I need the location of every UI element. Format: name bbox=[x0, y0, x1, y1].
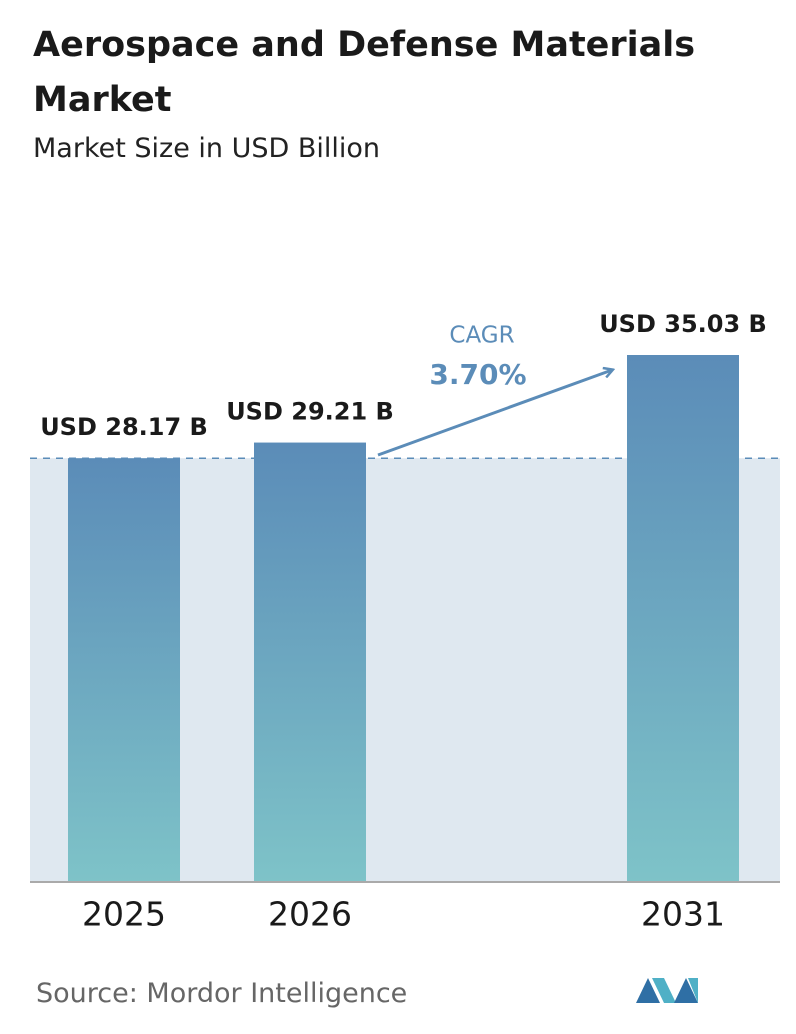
chart-subtitle: Market Size in USD Billion bbox=[33, 133, 381, 164]
value-label: USD 29.21 B bbox=[226, 398, 394, 426]
value-label: USD 35.03 B bbox=[599, 310, 767, 338]
bar bbox=[68, 458, 180, 882]
cagr-value: 3.70% bbox=[429, 358, 526, 391]
chart-title: Aerospace and Defense Materials Market bbox=[33, 25, 696, 120]
source: Source: Mordor Intelligence bbox=[36, 978, 408, 1009]
value-label: USD 28.17 B bbox=[40, 413, 208, 441]
logo bbox=[636, 978, 698, 1003]
x-tick-label: 2025 bbox=[82, 895, 166, 934]
cagr-label: CAGR bbox=[449, 323, 514, 349]
bar bbox=[627, 355, 739, 882]
cagr-arrow bbox=[377, 370, 612, 457]
x-tick-label: 2026 bbox=[268, 895, 352, 934]
bar bbox=[254, 442, 366, 882]
x-tick-label: 2031 bbox=[641, 895, 725, 934]
